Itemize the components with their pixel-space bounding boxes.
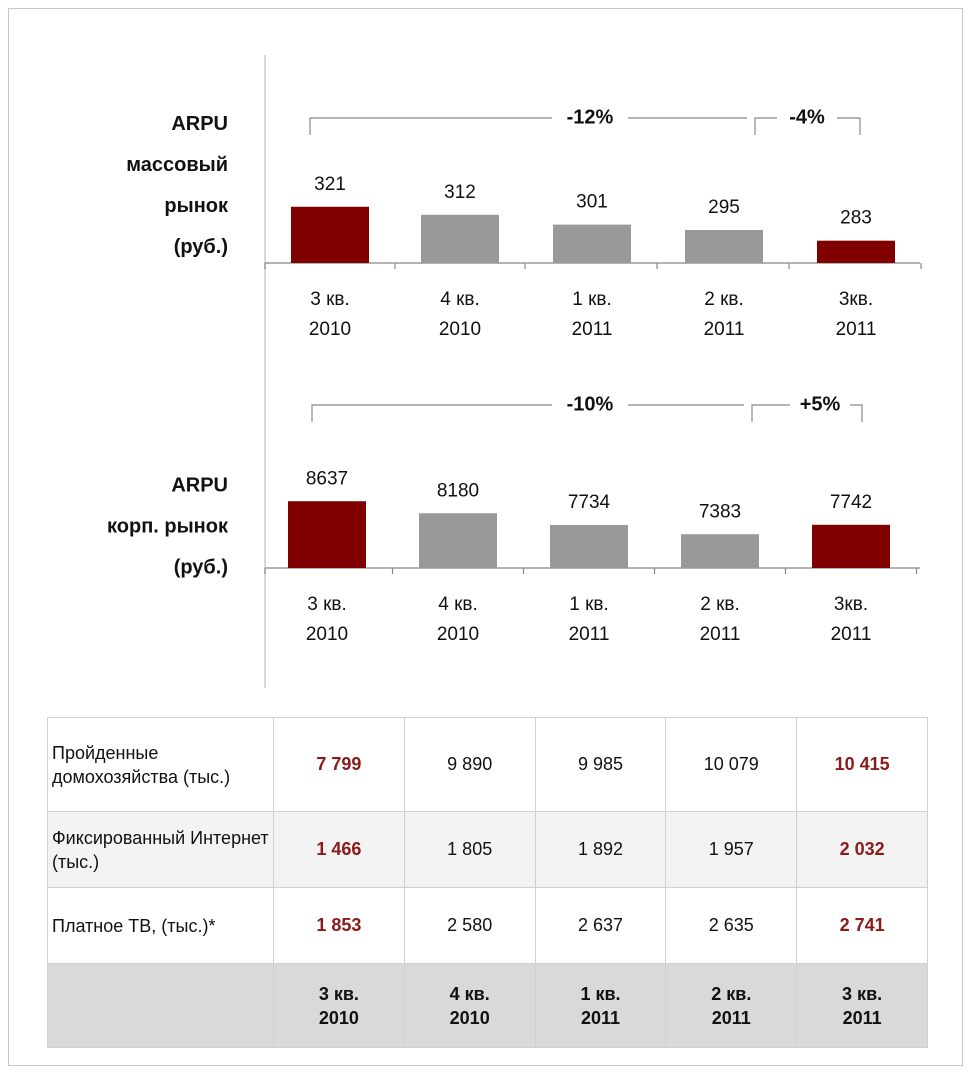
bar	[817, 240, 895, 263]
table-cell: 2 741	[796, 887, 928, 964]
chart-title-line: (руб.)	[174, 556, 228, 578]
bracket	[754, 117, 777, 135]
annotation: -12%	[567, 106, 614, 128]
table-cell: 1 466	[273, 811, 405, 888]
x-tick-label: 2 кв. 2011	[665, 590, 775, 650]
annotation: -10%	[567, 393, 614, 415]
bar	[550, 525, 628, 568]
chart-title-line: рынок	[164, 195, 229, 217]
header-row: 3 кв. 2010 4 кв. 2010 1 кв. 2011 2 кв. 2011…	[47, 963, 928, 1048]
table-cell: 1 957	[665, 811, 798, 888]
annotation: -4%	[789, 106, 825, 128]
value-label: 295	[708, 197, 740, 218]
row-label: Пройденные домохозяйства (тыс.)	[47, 717, 274, 812]
x-tick-label: 2 кв. 2011	[669, 285, 779, 345]
bracket	[751, 404, 790, 422]
header-text: 2 кв. 2011	[711, 983, 752, 1028]
table-cell: 2 032	[796, 811, 928, 888]
header-cell: 3 кв. 2011	[796, 963, 928, 1048]
table-cell: 1 853	[273, 887, 405, 964]
header-text: 4 кв. 2010	[449, 983, 490, 1028]
table-cell: 10 415	[796, 717, 928, 812]
value-label: 7383	[699, 501, 741, 522]
x-tick-label-text: 3кв. 2011	[835, 289, 877, 340]
header-cell: 4 кв. 2010	[403, 963, 536, 1048]
table-row: Фиксированный Интернет (тыс.) 1 466 1 805 1…	[47, 811, 928, 888]
x-tick-label-text: 4 кв. 2010	[438, 289, 482, 340]
header-text: 3 кв. 2010	[318, 983, 359, 1028]
value-label: 312	[444, 182, 476, 203]
x-tick-label: 3кв. 2011	[801, 285, 911, 345]
bracket	[837, 117, 861, 135]
row-label: Фиксированный Интернет (тыс.)	[47, 811, 274, 888]
bracket	[311, 404, 552, 422]
x-tick-label: 3 кв. 2010	[275, 285, 385, 345]
x-tick-label-text: 3 кв. 2010	[308, 289, 352, 340]
value-label: 283	[840, 208, 872, 229]
x-tick-label: 4 кв. 2010	[403, 590, 513, 650]
x-tick-label: 1 кв. 2011	[534, 590, 644, 650]
x-tick-label-text: 2 кв. 2011	[699, 594, 741, 645]
table-cell: 1 892	[534, 811, 667, 888]
header-text: 3 кв. 2011	[842, 983, 883, 1028]
bracket	[850, 404, 863, 422]
chart-title-line: (руб.)	[174, 236, 228, 258]
chart-title-line: ARPU	[171, 474, 228, 496]
x-tick-label-text: 4 кв. 2010	[436, 594, 480, 645]
bar	[812, 524, 890, 568]
x-tick-label: 3 кв. 2010	[272, 590, 382, 650]
header-cell: 2 кв. 2011	[665, 963, 798, 1048]
bar	[681, 534, 759, 568]
annotation: +5%	[800, 393, 841, 415]
data-table: Пройденные домохозяйства (тыс.) 7 799 9 89…	[47, 717, 928, 1048]
value-label: 321	[314, 174, 346, 195]
table-cell: 7 799	[273, 717, 405, 812]
bracket	[309, 117, 552, 135]
x-tick-label: 4 кв. 2010	[405, 285, 515, 345]
x-tick-label-text: 3кв. 2011	[830, 594, 872, 645]
x-tick-label: 3кв. 2011	[796, 590, 906, 650]
chart-title-line: массовый	[126, 154, 228, 176]
header-cell: 3 кв. 2010	[273, 963, 405, 1048]
table-cell: 2 580	[403, 887, 536, 964]
table-cell: 9 985	[534, 717, 667, 812]
x-tick-label-text: 1 кв. 2011	[568, 594, 610, 645]
bar	[291, 206, 369, 263]
table-cell: 9 890	[403, 717, 536, 812]
value-label: 8180	[437, 480, 479, 501]
bar	[421, 214, 499, 263]
x-tick-label-text: 2 кв. 2011	[703, 289, 745, 340]
frame	[8, 8, 963, 1066]
value-label: 7742	[830, 492, 872, 513]
header-blank	[47, 963, 274, 1048]
table-cell: 2 635	[665, 887, 798, 964]
bar	[288, 501, 366, 568]
x-tick-label: 1 кв. 2011	[537, 285, 647, 345]
value-label: 301	[576, 192, 608, 213]
bar	[553, 224, 631, 263]
table-row: Платное ТВ, (тыс.)* 1 853 2 580 2 637 2 635 2…	[47, 887, 928, 964]
header-cell: 1 кв. 2011	[534, 963, 667, 1048]
chart-title-line: корп. рынок	[107, 515, 229, 537]
row-label: Платное ТВ, (тыс.)*	[47, 887, 274, 964]
table-cell: 1 805	[403, 811, 536, 888]
chart-title-line: ARPU	[171, 113, 228, 135]
table-row: Пройденные домохозяйства (тыс.) 7 799 9 89…	[47, 717, 928, 812]
x-tick-label-text: 3 кв. 2010	[305, 594, 349, 645]
value-label: 7734	[568, 492, 611, 513]
bar	[685, 229, 763, 263]
table-cell: 2 637	[534, 887, 667, 964]
header-text: 1 кв. 2011	[580, 983, 621, 1028]
bar	[419, 513, 497, 568]
value-label: 8637	[306, 468, 348, 489]
x-tick-label-text: 1 кв. 2011	[571, 289, 613, 340]
table-cell: 10 079	[665, 717, 798, 812]
